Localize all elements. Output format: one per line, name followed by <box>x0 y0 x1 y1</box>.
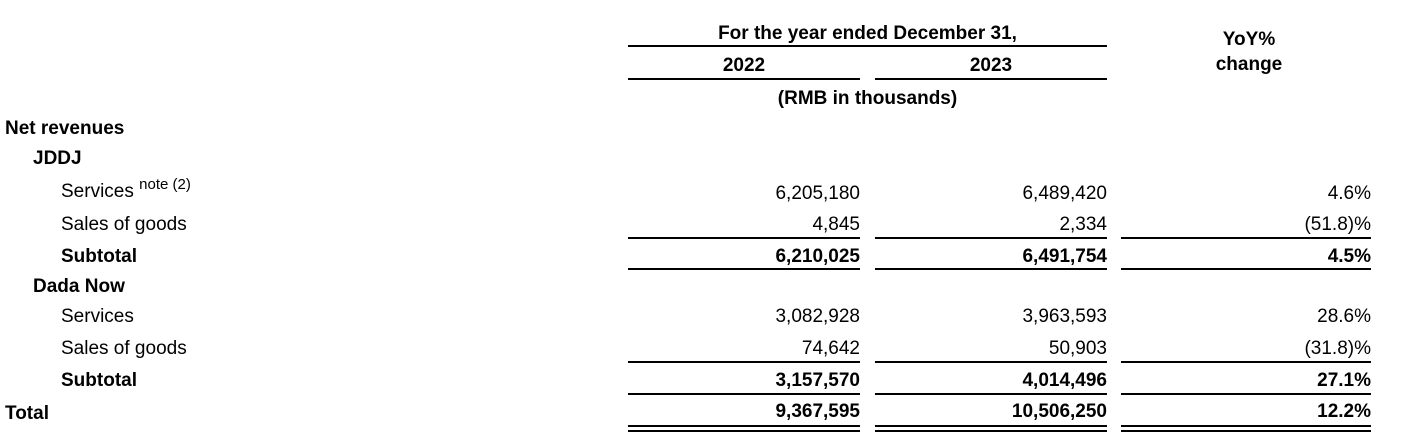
jddj-subtotal-2022: 6,210,025 <box>775 246 860 267</box>
dada-subtotal-label: Subtotal <box>61 370 137 391</box>
yoy-header-line2: change <box>1215 54 1283 75</box>
period-title: For the year ended December 31, <box>718 23 1017 44</box>
jddj-2022-rule <box>628 237 860 239</box>
jddj-services-label: Services note (2) <box>61 176 191 202</box>
dada-goods-yoy: (31.8)% <box>1304 338 1371 359</box>
period-underline <box>628 45 1107 47</box>
jddj-services-2023: 6,489,420 <box>1022 183 1107 204</box>
jddj-services-yoy: 4.6% <box>1327 183 1371 204</box>
dada-goods-2022: 74,642 <box>801 338 860 359</box>
year-2022-underline <box>628 78 860 80</box>
jddj-goods-2023: 2,334 <box>1059 214 1107 235</box>
jddj-services-2022: 6,205,180 <box>775 183 860 204</box>
dada-services-label: Services <box>61 306 134 327</box>
net-revenues-label: Net revenues <box>5 118 125 139</box>
jddj-goods-label: Sales of goods <box>61 214 187 235</box>
jddj-label: JDDJ <box>33 148 82 169</box>
total-2022: 9,367,595 <box>775 401 860 422</box>
dada-subtotal-2022: 3,157,570 <box>775 370 860 391</box>
total-yoy-double-rule-bottom <box>1121 430 1371 432</box>
total-label: Total <box>5 403 49 424</box>
total-2022-double-rule-top <box>628 425 860 427</box>
yoy-header-line1: YoY% <box>1222 29 1276 50</box>
jddj-subtotal-2022-rule <box>628 268 860 270</box>
note-reference: note (2) <box>139 176 191 193</box>
unit-label: (RMB in thousands) <box>777 88 958 109</box>
total-yoy: 12.2% <box>1317 401 1371 422</box>
dada-goods-label: Sales of goods <box>61 338 187 359</box>
dada-now-label: Dada Now <box>33 276 125 297</box>
dada-services-2022: 3,082,928 <box>775 306 860 327</box>
year-2022-header: 2022 <box>722 55 766 76</box>
total-2023-double-rule-top <box>875 425 1107 427</box>
dada-subtotal-yoy: 27.1% <box>1317 370 1371 391</box>
total-2023-double-rule-bottom <box>875 430 1107 432</box>
year-2023-underline <box>875 78 1107 80</box>
total-yoy-double-rule-top <box>1121 425 1371 427</box>
dada-2022-rule <box>628 361 860 363</box>
dada-yoy-rule <box>1121 361 1371 363</box>
dada-2023-rule <box>875 361 1107 363</box>
jddj-subtotal-yoy-rule <box>1121 268 1371 270</box>
jddj-subtotal-yoy: 4.5% <box>1327 246 1371 267</box>
jddj-yoy-rule <box>1121 237 1371 239</box>
jddj-goods-yoy: (51.8)% <box>1304 214 1371 235</box>
dada-goods-2023: 50,903 <box>1048 338 1107 359</box>
total-2022-double-rule-bottom <box>628 430 860 432</box>
jddj-subtotal-label: Subtotal <box>61 246 137 267</box>
dada-services-yoy: 28.6% <box>1317 306 1371 327</box>
dada-services-2023: 3,963,593 <box>1022 306 1107 327</box>
jddj-goods-2022: 4,845 <box>812 214 860 235</box>
dada-subtotal-2022-rule <box>628 393 860 395</box>
jddj-2023-rule <box>875 237 1107 239</box>
dada-subtotal-2023: 4,014,496 <box>1022 370 1107 391</box>
jddj-subtotal-2023-rule <box>875 268 1107 270</box>
dada-subtotal-2023-rule <box>875 393 1107 395</box>
year-2023-header: 2023 <box>969 55 1013 76</box>
dada-subtotal-yoy-rule <box>1121 393 1371 395</box>
jddj-subtotal-2023: 6,491,754 <box>1022 246 1107 267</box>
total-2023: 10,506,250 <box>1011 401 1107 422</box>
